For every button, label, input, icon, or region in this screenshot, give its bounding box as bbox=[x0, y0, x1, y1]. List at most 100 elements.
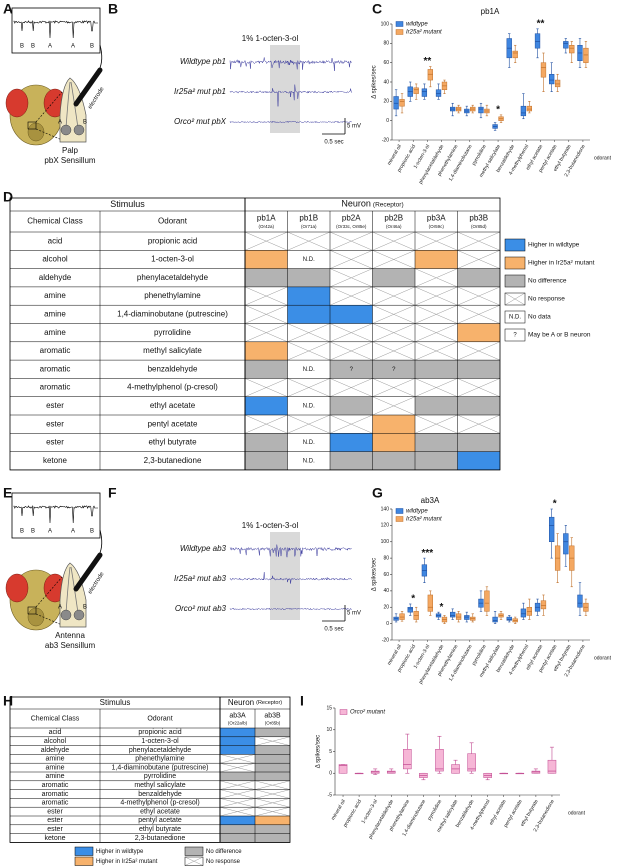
legend-swatch bbox=[395, 29, 404, 35]
table-cell bbox=[415, 396, 458, 415]
cross bbox=[457, 250, 501, 269]
cross bbox=[254, 789, 291, 799]
table-cell bbox=[330, 396, 373, 415]
odorant: pyrrolidine bbox=[144, 773, 176, 780]
stimulus-label: 1% 1-octen-3-ol bbox=[242, 521, 299, 530]
box bbox=[506, 616, 512, 621]
cross bbox=[414, 341, 458, 361]
spike-label: B bbox=[31, 529, 35, 535]
cross bbox=[457, 286, 501, 306]
y-tick-label: 0 bbox=[386, 621, 389, 627]
legend-label: No difference bbox=[206, 849, 242, 855]
trace-label: Orco² mut pbX bbox=[174, 117, 227, 126]
panel-letter: F bbox=[108, 485, 117, 501]
box bbox=[583, 47, 589, 63]
table-cell bbox=[245, 268, 288, 287]
neuron bbox=[73, 124, 85, 136]
organ-marker bbox=[27, 121, 37, 130]
box bbox=[563, 41, 569, 49]
legend-swatch-border bbox=[504, 292, 526, 306]
cross bbox=[244, 231, 288, 251]
chemical-class: ester bbox=[46, 438, 64, 447]
header: Chemical Class bbox=[31, 715, 80, 722]
box bbox=[427, 594, 433, 612]
cross bbox=[372, 323, 416, 343]
legend-swatch bbox=[395, 516, 404, 522]
fly-eye bbox=[5, 88, 29, 118]
cross bbox=[254, 780, 291, 790]
spike-label: A bbox=[71, 529, 75, 535]
cross bbox=[372, 231, 416, 251]
significance: * bbox=[553, 499, 557, 510]
legend-label: Ir25a² mutant bbox=[406, 517, 442, 523]
column-name: pb3B bbox=[469, 213, 488, 222]
table-cell bbox=[220, 728, 255, 737]
box bbox=[421, 88, 428, 97]
odorant: methyl salicylate bbox=[134, 782, 185, 789]
chemical-class: amine bbox=[44, 291, 66, 300]
odorant: 2,3-butanedione bbox=[144, 456, 202, 465]
cross bbox=[219, 780, 256, 790]
table-cell bbox=[245, 360, 288, 379]
significance: ** bbox=[423, 56, 431, 67]
header-neuron: Neuron bbox=[341, 199, 371, 209]
table-cell bbox=[372, 415, 415, 434]
box bbox=[520, 608, 527, 618]
box bbox=[512, 50, 518, 59]
odorant: 1,4-diaminobutane (putrescine) bbox=[117, 309, 228, 318]
cross bbox=[414, 304, 458, 324]
table-cell bbox=[287, 250, 330, 269]
y-tick-label: 40 bbox=[383, 588, 389, 594]
odorant: pentyl acetate bbox=[138, 817, 182, 824]
odorant: ethyl acetate bbox=[150, 401, 196, 410]
panel-letter: G bbox=[372, 485, 383, 501]
column-name: ab3B bbox=[264, 712, 281, 719]
table-cell bbox=[457, 268, 500, 287]
cell-text: ? bbox=[350, 367, 354, 373]
y-tick-label: 0 bbox=[386, 118, 389, 124]
box bbox=[549, 516, 555, 542]
legend-label: wildtype bbox=[406, 509, 428, 515]
box bbox=[549, 74, 555, 85]
neuron bbox=[73, 609, 85, 621]
spike-label: A bbox=[71, 44, 75, 50]
cross bbox=[219, 754, 256, 764]
zoom-line bbox=[35, 91, 63, 123]
cross bbox=[184, 856, 204, 866]
cell-text: N.D. bbox=[303, 367, 315, 373]
header: Stimulus bbox=[100, 698, 131, 707]
odorant: pyrrolidine bbox=[154, 328, 191, 337]
cell-text: ? bbox=[392, 367, 396, 373]
table-cell bbox=[220, 833, 255, 843]
trace bbox=[229, 57, 352, 71]
cross bbox=[414, 231, 458, 251]
column-name: pb1B bbox=[299, 213, 318, 222]
legend-label: May be A or B neuron bbox=[528, 332, 591, 339]
panel-letter: I bbox=[300, 693, 304, 709]
cross bbox=[254, 798, 291, 808]
box bbox=[534, 33, 541, 49]
chemical-class: amine bbox=[45, 764, 64, 771]
box bbox=[520, 105, 527, 117]
cross bbox=[219, 762, 256, 773]
cross bbox=[287, 323, 331, 343]
table-cell bbox=[75, 847, 93, 856]
panel-letter: B bbox=[108, 1, 118, 17]
box bbox=[577, 594, 583, 608]
table-cell bbox=[220, 824, 255, 834]
column-name: pb1A bbox=[257, 213, 276, 222]
header: Neuron (Receptor) bbox=[341, 199, 403, 209]
table-cell bbox=[255, 763, 290, 772]
chart-title: pb1A bbox=[481, 7, 500, 16]
cross bbox=[244, 323, 288, 343]
column-name: pb3A bbox=[427, 213, 446, 222]
odorant: ethyl butyrate bbox=[148, 438, 197, 447]
y-tick-label: 100 bbox=[381, 539, 390, 545]
legend-swatch-border bbox=[74, 846, 94, 856]
chemical-class: ester bbox=[46, 401, 64, 410]
odorant: methyl salicylate bbox=[143, 346, 202, 355]
box bbox=[338, 764, 348, 774]
table-cell bbox=[372, 360, 415, 379]
cross bbox=[504, 292, 526, 306]
table-cell bbox=[287, 305, 330, 324]
